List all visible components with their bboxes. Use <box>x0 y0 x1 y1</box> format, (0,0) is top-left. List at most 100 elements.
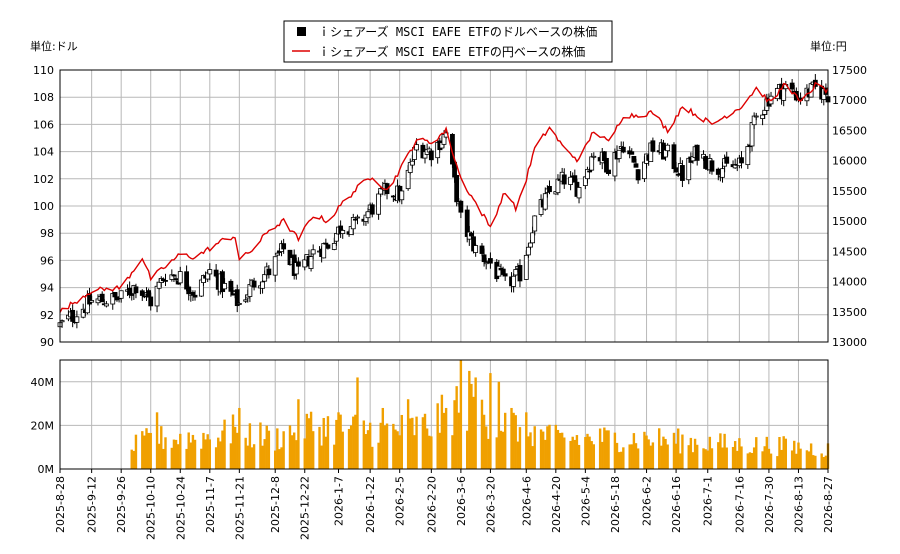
volume-bar <box>676 428 680 469</box>
volume-bar <box>305 413 309 469</box>
volume-bar <box>278 449 281 469</box>
candle-body <box>376 193 381 215</box>
legend-jpy-label: ｉシェアーズ MSCI EAFE ETFの円ベースの株価 <box>318 44 585 59</box>
candle-body <box>365 211 371 219</box>
volume-bar <box>457 412 460 469</box>
volume-bar <box>558 432 562 469</box>
volume-bar <box>822 456 825 469</box>
volume-bar <box>750 452 754 469</box>
candle-body <box>481 254 487 263</box>
volume-bar <box>290 435 294 469</box>
volume-bar <box>191 434 195 469</box>
volume-bar <box>337 412 340 469</box>
volume-bar <box>130 449 133 469</box>
volume-bar <box>466 430 469 469</box>
candle-body <box>355 216 360 219</box>
volume-bar <box>740 446 743 469</box>
date-tick-label: 2025-10-24 <box>174 476 187 540</box>
volume-bar <box>778 436 781 469</box>
date-tick-label: 2026-6-16 <box>670 476 683 533</box>
candle-body <box>186 286 192 295</box>
candle-body <box>523 254 529 280</box>
candle-body <box>517 265 523 282</box>
right-tick-label: 13500 <box>832 306 867 319</box>
volume-bar <box>755 437 758 469</box>
volume-bar <box>799 448 802 469</box>
volume-bar <box>499 430 503 469</box>
volume-bar <box>421 417 425 469</box>
volume-bar <box>812 455 815 469</box>
candle-body <box>340 230 346 234</box>
candle-body <box>635 169 641 181</box>
volume-bar <box>679 453 682 469</box>
candle-body <box>715 168 721 175</box>
volume-bar <box>252 444 256 469</box>
right-tick-label: 15500 <box>832 185 867 198</box>
volume-bar <box>141 431 144 469</box>
volume-bar <box>480 399 484 469</box>
date-tick-label: 2026-2-5 <box>394 476 407 526</box>
volume-bar <box>318 426 321 469</box>
volume-bar <box>630 444 633 469</box>
volume-bar <box>187 432 190 469</box>
volume-bar <box>341 431 344 469</box>
volume-bar <box>468 370 471 469</box>
candle-body <box>555 178 561 194</box>
candle-body <box>274 252 280 256</box>
volume-bar <box>681 434 684 469</box>
candle-body <box>675 173 681 176</box>
volume-bar <box>474 377 477 469</box>
candle-body <box>148 296 154 307</box>
candle-body <box>458 200 464 213</box>
date-tick-label: 2026-1-22 <box>364 476 377 533</box>
volume-bar <box>246 445 249 469</box>
volume-bar <box>259 422 262 469</box>
candle-body <box>251 280 257 288</box>
candle-body <box>213 269 219 277</box>
volume-bar <box>295 440 298 469</box>
left-tick-label: 94 <box>40 282 54 295</box>
candle-body <box>89 300 95 303</box>
volume-bar <box>708 436 712 469</box>
volume-bar <box>527 436 530 469</box>
candle-body <box>650 140 656 152</box>
candle-body <box>369 204 375 215</box>
volume-bar <box>349 425 353 469</box>
volume-bar <box>660 445 663 469</box>
volume-bar <box>636 448 640 469</box>
candle-body <box>525 246 531 256</box>
left-unit-label: 単位:ドル <box>30 39 78 53</box>
volume-bar <box>731 446 735 469</box>
volume-bar <box>573 439 577 469</box>
candle-body <box>70 309 76 322</box>
volume-bar <box>307 418 311 469</box>
candle-body <box>606 169 611 175</box>
volume-bar <box>525 412 528 469</box>
candle-body <box>587 170 592 173</box>
candle-body <box>502 273 508 277</box>
volume-bar <box>814 455 817 469</box>
candle-body <box>236 303 242 305</box>
volume-bar <box>765 436 769 469</box>
volume-bar <box>185 448 188 469</box>
volume-bar <box>556 429 560 469</box>
price-panel-frame <box>59 69 829 343</box>
candle-body <box>352 218 358 221</box>
volume-bar <box>563 437 566 469</box>
volume-bar <box>364 434 368 469</box>
volume-bar <box>413 435 416 469</box>
candle-body <box>333 233 339 242</box>
date-tick-label: 2026-4-20 <box>550 476 563 533</box>
volume-bar <box>601 441 604 469</box>
volume-bar <box>436 403 439 469</box>
volume-bar <box>324 436 328 469</box>
volume-bar <box>366 430 370 469</box>
left-tick-label: 90 <box>40 336 54 349</box>
volume-bar <box>651 442 655 469</box>
date-tick-label: 2026-1-7 <box>333 476 346 526</box>
candle-body <box>633 163 639 168</box>
volume-bar <box>311 431 315 469</box>
date-tick-label: 2026-5-18 <box>609 476 622 533</box>
volume-bar <box>482 414 486 469</box>
volume-bar <box>687 445 690 469</box>
